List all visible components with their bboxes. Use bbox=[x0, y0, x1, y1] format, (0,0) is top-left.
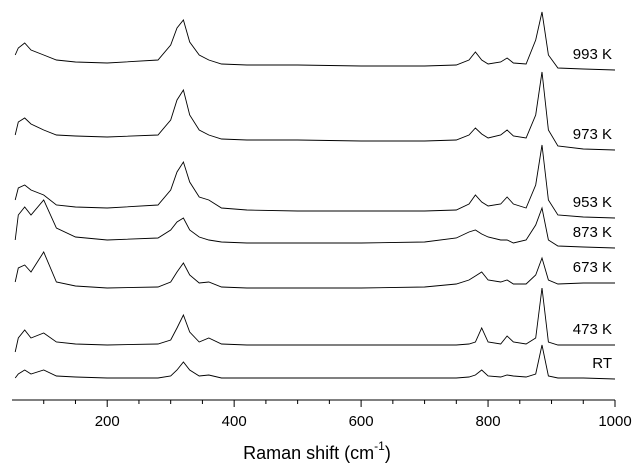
x-axis-label: Raman shift (cm-1) bbox=[243, 439, 391, 463]
spectrum-line bbox=[14, 11, 616, 71]
spectrum-line bbox=[14, 199, 616, 249]
series-label: 873 K bbox=[573, 224, 612, 241]
x-label-sup: -1 bbox=[374, 439, 385, 453]
spectrum-line bbox=[14, 71, 616, 151]
spectrum-line bbox=[14, 144, 616, 219]
spectrum-line bbox=[14, 344, 616, 380]
x-tick-label: 200 bbox=[95, 413, 120, 430]
series-label: RT bbox=[592, 355, 612, 372]
spectrum-line bbox=[14, 251, 615, 289]
series-label: 473 K bbox=[573, 321, 612, 338]
x-tick-label: 600 bbox=[349, 413, 374, 430]
series-label: 953 K bbox=[573, 194, 612, 211]
series-label: 993 K bbox=[573, 46, 612, 63]
x-label-text: Raman shift (cm bbox=[243, 443, 374, 463]
x-tick-label: 800 bbox=[476, 413, 501, 430]
x-label-close: ) bbox=[385, 443, 391, 463]
series-label: 973 K bbox=[573, 126, 612, 143]
series-label: 673 K bbox=[573, 259, 612, 276]
spectrum-line bbox=[14, 287, 615, 353]
x-tick-label: 400 bbox=[222, 413, 247, 430]
x-tick-label: 1000 bbox=[598, 413, 631, 430]
